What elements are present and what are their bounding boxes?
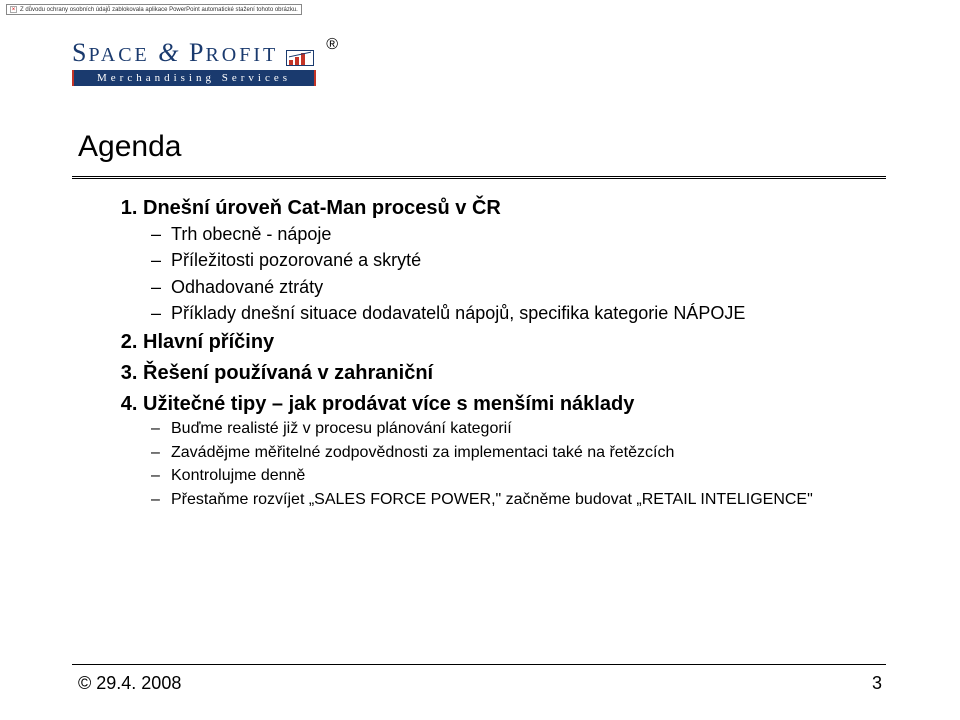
agenda-item-3: Řešení používaná v zahraniční (143, 360, 870, 387)
agenda-subitem: Zavádějme měřitelné zodpovědnosti za imp… (171, 442, 870, 464)
brand-name: SPACE & PROFIT (72, 38, 278, 68)
agenda-content: Dnešní úroveň Cat-Man procesů v ČR Trh o… (115, 195, 870, 515)
brand-rofit: ROFIT (205, 44, 278, 66)
page-title: Agenda (78, 130, 181, 164)
agenda-item-1: Dnešní úroveň Cat-Man procesů v ČR Trh o… (143, 195, 870, 325)
agenda-subitem: Kontrolujme denně (171, 465, 870, 487)
company-logo: SPACE & PROFIT ® Merchandising Services (72, 38, 316, 86)
brand-pace: PACE (88, 44, 149, 66)
agenda-subitem: Trh obecně - nápoje (171, 222, 870, 246)
brand-ampersand: & (158, 38, 180, 67)
blocked-image-notice: × Z důvodu ochrany osobních údajů zablok… (6, 4, 302, 15)
agenda-item-4: Užitečné tipy – jak prodávat více s menš… (143, 391, 870, 510)
agenda-heading-2: Hlavní příčiny (143, 331, 274, 353)
chart-icon (286, 50, 314, 66)
agenda-heading-1: Dnešní úroveň Cat-Man procesů v ČR (143, 197, 501, 219)
agenda-item-2: Hlavní příčiny (143, 329, 870, 356)
agenda-subitem: Přestaňme rozvíjet „SALES FORCE POWER," … (171, 489, 870, 511)
registered-mark: ® (326, 36, 338, 54)
footer-date: © 29.4. 2008 (78, 673, 181, 694)
logo-subtitle: Merchandising Services (72, 70, 316, 86)
agenda-subitem: Buďme realisté již v procesu plánování k… (171, 418, 870, 440)
brand-s: S (72, 38, 88, 67)
agenda-subitem: Odhadované ztráty (171, 275, 870, 299)
agenda-subitem: Příklady dnešní situace dodavatelů nápoj… (171, 301, 870, 325)
agenda-heading-4: Užitečné tipy – jak prodávat více s menš… (143, 393, 634, 415)
footer-page-number: 3 (872, 673, 882, 694)
brand-p: P (189, 38, 205, 67)
blocked-icon: × (10, 6, 17, 13)
agenda-heading-3: Řešení používaná v zahraniční (143, 362, 433, 384)
title-divider (72, 176, 886, 179)
blocked-image-text: Z důvodu ochrany osobních údajů zablokov… (20, 7, 298, 13)
logo-main-row: SPACE & PROFIT ® (72, 38, 316, 68)
footer-divider (72, 664, 886, 665)
agenda-subitem: Příležitosti pozorované a skryté (171, 248, 870, 272)
